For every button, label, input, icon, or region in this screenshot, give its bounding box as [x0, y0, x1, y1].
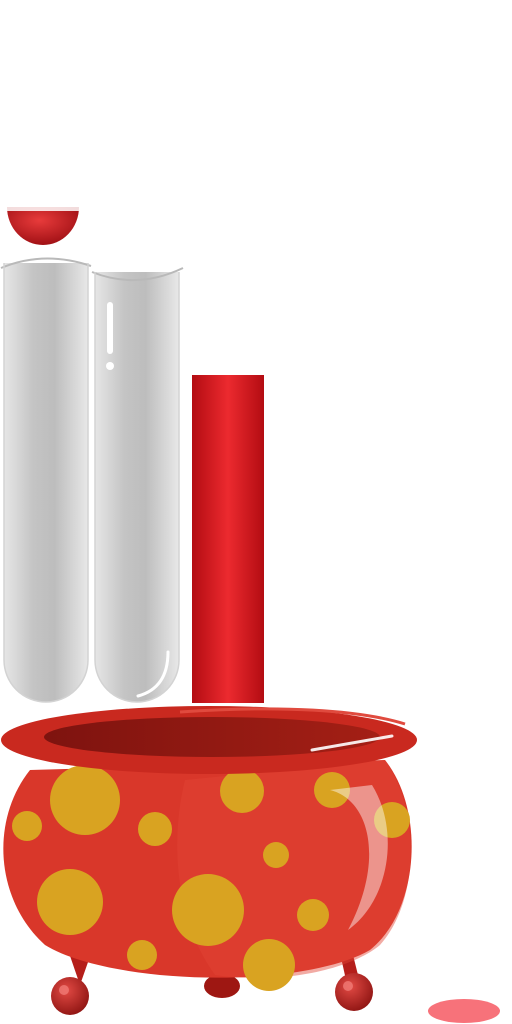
test-tube-1[interactable]	[0, 257, 92, 703]
test-tube-3[interactable]	[192, 375, 264, 703]
cauldron-spots	[12, 765, 410, 991]
cauldron	[1, 706, 417, 1015]
test-tube-2[interactable]	[91, 267, 184, 703]
tube-highlight	[107, 302, 113, 354]
lifted-ball[interactable]	[7, 205, 79, 245]
indicator-blob	[428, 999, 500, 1023]
tube-highlight-dot	[106, 362, 114, 370]
